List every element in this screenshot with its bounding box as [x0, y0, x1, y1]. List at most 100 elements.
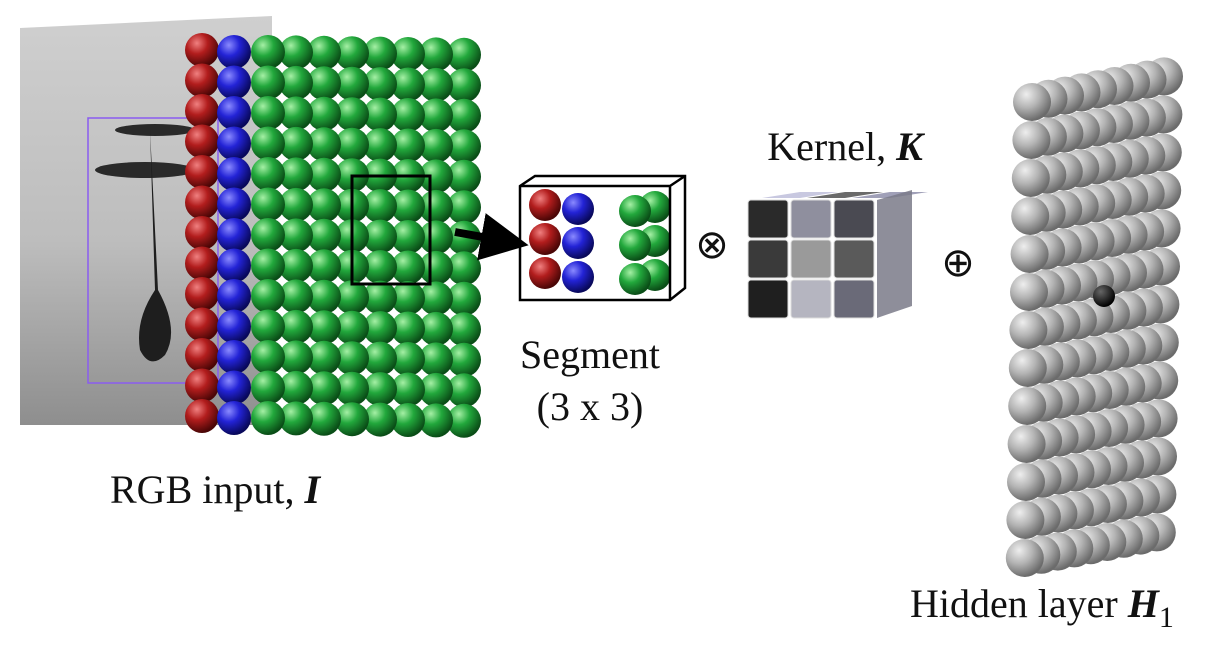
cube	[833, 199, 875, 239]
label-text: RGB input,	[110, 467, 294, 512]
sphere	[363, 250, 397, 285]
sphere	[447, 37, 481, 72]
sphere	[619, 195, 651, 227]
sphere	[363, 97, 397, 132]
sphere	[279, 370, 313, 405]
segment-box	[518, 174, 687, 302]
sphere	[307, 35, 341, 70]
sphere	[279, 309, 313, 344]
sphere	[279, 248, 313, 283]
label-subscript: 1	[1159, 601, 1174, 634]
sphere	[217, 35, 251, 69]
label-symbol: I	[303, 467, 321, 512]
sphere	[363, 402, 397, 437]
sphere	[1008, 387, 1047, 425]
sphere	[217, 248, 251, 283]
sphere	[447, 68, 481, 103]
convolution-operator: ⊗	[695, 222, 729, 267]
sphere	[419, 98, 453, 133]
cube	[833, 239, 875, 279]
sphere	[447, 190, 481, 225]
sphere	[307, 310, 341, 345]
sphere	[419, 311, 453, 346]
sphere	[1006, 501, 1045, 539]
sphere	[307, 96, 341, 131]
sphere	[391, 67, 425, 102]
sphere	[335, 371, 369, 406]
sphere	[307, 66, 341, 101]
sphere	[307, 157, 341, 192]
sphere	[185, 155, 219, 189]
sphere	[217, 218, 251, 252]
label-symbol: H	[1127, 581, 1161, 626]
sphere	[279, 157, 313, 192]
sphere	[391, 189, 425, 224]
sphere	[307, 218, 341, 253]
sphere	[562, 261, 594, 293]
kernel-label: Kernel, K	[767, 124, 925, 169]
cube-side	[877, 190, 912, 318]
sphere	[307, 127, 341, 162]
sphere	[279, 401, 313, 436]
cube	[790, 199, 832, 239]
sphere	[217, 309, 251, 344]
sphere	[419, 220, 453, 255]
cube-top	[762, 192, 838, 198]
sphere	[307, 340, 341, 375]
sphere	[251, 401, 285, 435]
sphere	[447, 403, 481, 438]
sphere	[185, 399, 219, 433]
sphere	[363, 128, 397, 163]
sphere	[1008, 349, 1047, 387]
sphere	[251, 96, 285, 130]
sphere	[447, 251, 481, 286]
sphere	[1010, 235, 1049, 273]
sphere	[363, 311, 397, 346]
sphere	[251, 370, 285, 405]
sphere	[1009, 311, 1048, 349]
sphere	[1011, 159, 1050, 197]
sphere	[391, 250, 425, 285]
sphere	[185, 307, 219, 342]
sphere	[562, 227, 594, 259]
sphere	[279, 279, 313, 314]
sphere	[419, 128, 453, 163]
sphere	[391, 220, 425, 254]
label-text: Hidden layer	[910, 581, 1118, 626]
cube	[747, 279, 789, 319]
sphere	[307, 279, 341, 314]
sphere	[217, 126, 251, 161]
addition-operator: ⊕	[941, 240, 975, 285]
sphere	[279, 65, 313, 100]
sphere	[391, 403, 425, 437]
sphere	[251, 35, 285, 69]
sphere	[335, 341, 369, 376]
segment-size: (3 x 3)	[537, 384, 644, 429]
sphere	[185, 246, 219, 281]
sphere	[185, 216, 219, 250]
sphere	[335, 36, 369, 71]
cube	[747, 199, 789, 239]
sphere	[391, 37, 425, 71]
sphere	[251, 157, 285, 191]
segment-label: Segment	[520, 332, 660, 377]
sphere	[619, 263, 651, 295]
sphere	[251, 187, 285, 222]
sphere	[363, 189, 397, 224]
cube	[833, 279, 875, 319]
sphere	[447, 373, 481, 408]
segment-outline	[350, 174, 432, 286]
sphere	[529, 223, 561, 255]
sphere	[391, 311, 425, 346]
sphere	[279, 218, 313, 253]
cube	[747, 239, 789, 279]
sphere	[335, 402, 369, 437]
sphere	[1093, 285, 1115, 307]
sphere	[363, 219, 397, 254]
sphere	[419, 281, 453, 316]
sphere	[307, 371, 341, 406]
kernel-cube	[747, 190, 928, 319]
label-symbol: K	[895, 124, 925, 169]
sphere	[363, 280, 397, 315]
